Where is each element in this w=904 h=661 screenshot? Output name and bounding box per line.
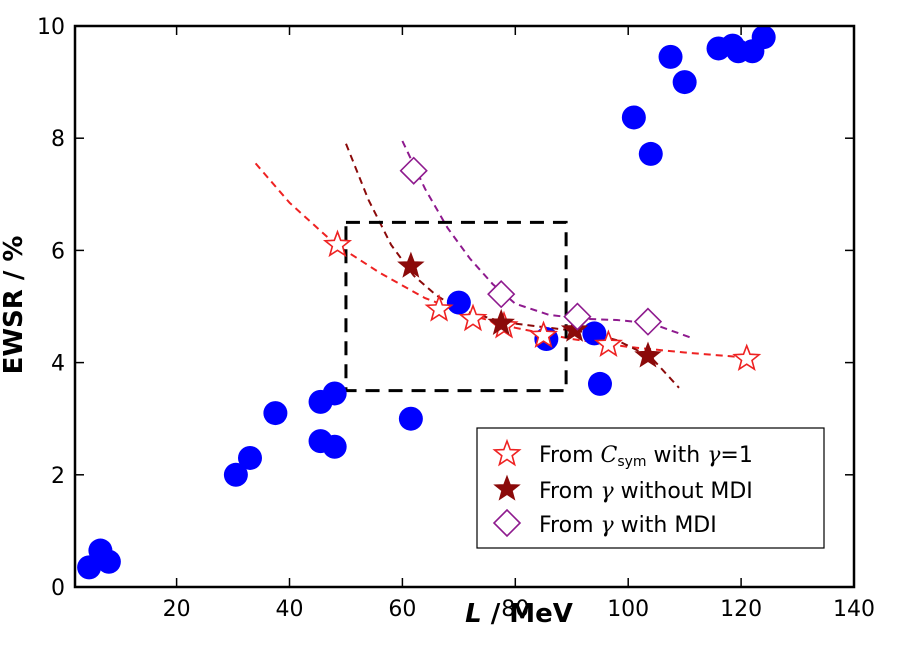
- legend-marker-0: [492, 438, 522, 467]
- x-tick-label: 40: [276, 597, 304, 622]
- data-dot: [237, 445, 262, 470]
- marker-series-0: [424, 294, 454, 322]
- legend-label-with-mdi: From γ with MDI: [539, 513, 717, 538]
- marker-series-1: [487, 308, 515, 335]
- data-dot: [96, 549, 121, 574]
- y-tick-label: 8: [51, 127, 65, 152]
- legend-marker-1: [493, 474, 521, 501]
- data-dot: [398, 406, 423, 431]
- marker-series-0: [593, 329, 623, 358]
- marker-series-1: [560, 315, 589, 342]
- marker-series-0: [458, 303, 488, 332]
- y-axis-label: EWSR / %: [0, 236, 29, 375]
- legend-label-csym: From Csym with γ=1: [539, 443, 753, 470]
- x-tick-label: 120: [720, 597, 762, 622]
- y-tick-label: 4: [51, 352, 65, 377]
- data-dot: [77, 555, 102, 580]
- marker-series-1: [397, 251, 425, 278]
- x-tick-label: 80: [501, 597, 529, 622]
- data-dot: [446, 290, 471, 315]
- data-dot: [223, 462, 248, 487]
- y-tick-label: 0: [51, 576, 65, 601]
- highlight-box-layer: [344, 220, 568, 393]
- plot-frame: [73, 24, 856, 589]
- marker-series-2: [633, 307, 663, 336]
- x-axis-label: L / MeV: [465, 599, 573, 629]
- x-tick-label: 100: [607, 597, 649, 622]
- data-dot: [322, 381, 347, 406]
- data-dot: [658, 44, 683, 69]
- legend: From Csym with γ=1 From γ without MDI Fr…: [476, 427, 825, 549]
- x-tick-label: 140: [833, 597, 875, 622]
- data-dot: [322, 434, 347, 459]
- data-dot: [587, 371, 612, 396]
- legend-label-without-mdi: From γ without MDI: [539, 479, 753, 504]
- data-dot: [672, 70, 697, 95]
- marker-series-0: [322, 229, 353, 258]
- marker-series-1: [634, 341, 662, 368]
- marker-series-2: [399, 156, 428, 185]
- y-tick-label: 10: [37, 15, 65, 40]
- data-dot: [638, 141, 663, 166]
- ticks-layer: 20 40 60 80 100 120 140 0 2 4 6 8 10: [37, 15, 875, 622]
- markers-layer: [322, 156, 762, 372]
- marker-series-0: [529, 320, 559, 349]
- data-dot: [263, 401, 288, 426]
- highlight-box: [344, 220, 568, 393]
- data-dot: [751, 25, 776, 50]
- y-tick-label: 6: [51, 239, 65, 264]
- x-tick-label: 60: [388, 597, 416, 622]
- data-dot: [582, 321, 607, 346]
- data-dot: [621, 105, 646, 130]
- legend-frame: [476, 427, 825, 549]
- legend-marker-2: [492, 508, 522, 538]
- fit-curve-2: [401, 140, 691, 339]
- marker-series-0: [732, 343, 762, 372]
- y-tick-label: 2: [51, 464, 65, 489]
- x-tick-label: 20: [163, 597, 191, 622]
- marker-series-2: [487, 280, 516, 309]
- data-dots-layer: [77, 25, 776, 580]
- marker-series-2: [563, 302, 592, 331]
